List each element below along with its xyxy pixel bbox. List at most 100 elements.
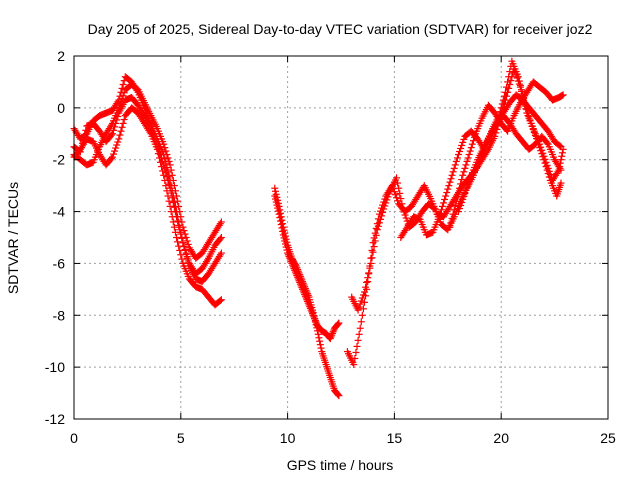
data-point-interp bbox=[171, 228, 179, 236]
data-point-interp bbox=[178, 218, 186, 226]
data-point bbox=[459, 171, 467, 179]
series-trace-5 bbox=[271, 184, 343, 400]
data-point-interp bbox=[351, 355, 359, 362]
data-point-interp bbox=[382, 199, 390, 207]
data-point-interp bbox=[163, 187, 171, 195]
data-point-interp bbox=[352, 348, 360, 356]
data-point-interp bbox=[304, 297, 312, 305]
data-point-interp bbox=[457, 180, 465, 188]
data-point-interp bbox=[311, 315, 319, 323]
data-point-interp bbox=[167, 189, 175, 197]
y-tick-label: -8 bbox=[53, 307, 66, 323]
data-point-interp bbox=[544, 170, 552, 178]
data-point-interp bbox=[276, 217, 284, 225]
data-point-interp bbox=[505, 73, 513, 81]
data-point-interp bbox=[356, 300, 364, 308]
data-point bbox=[448, 171, 456, 179]
data-point-interp bbox=[364, 274, 372, 282]
data-point-interp bbox=[296, 278, 304, 286]
data-point-interp bbox=[500, 92, 508, 100]
data-point-interp bbox=[372, 231, 380, 239]
data-point-interp bbox=[543, 139, 551, 147]
data-point-interp bbox=[182, 234, 190, 241]
data-point bbox=[153, 145, 161, 153]
data-point-interp bbox=[175, 242, 183, 250]
series-trace-4 bbox=[70, 104, 225, 309]
y-tick-label: -10 bbox=[45, 359, 65, 375]
data-point bbox=[166, 202, 174, 210]
data-point-interp bbox=[285, 253, 293, 261]
data-point-interp bbox=[154, 150, 162, 158]
data-point-interp bbox=[284, 251, 292, 259]
data-point-interp bbox=[307, 306, 315, 314]
data-point-interp bbox=[459, 195, 467, 203]
data-point bbox=[373, 226, 381, 234]
data-point-interp bbox=[558, 152, 566, 160]
data-point-interp bbox=[170, 203, 178, 211]
data-point-interp bbox=[314, 330, 322, 338]
data-point-interp bbox=[457, 144, 465, 152]
data-point bbox=[179, 239, 187, 247]
data-point-interp bbox=[120, 89, 128, 97]
data-point-interp bbox=[391, 191, 399, 199]
data-point-interp bbox=[155, 154, 163, 162]
data-point bbox=[380, 205, 388, 213]
data-point-interp bbox=[445, 182, 453, 190]
data-point-interp bbox=[299, 285, 307, 293]
data-point bbox=[557, 166, 565, 174]
data-point-interp bbox=[157, 158, 165, 166]
data-point bbox=[360, 288, 368, 296]
x-tick-label: 5 bbox=[177, 430, 185, 446]
data-point-interp bbox=[463, 183, 471, 191]
data-point bbox=[557, 143, 565, 151]
data-point-interp bbox=[163, 151, 171, 159]
data-point-interp bbox=[273, 201, 281, 209]
data-point-interp bbox=[462, 186, 470, 194]
data-point bbox=[350, 361, 358, 369]
data-point-interp bbox=[359, 305, 367, 313]
data-point-interp bbox=[183, 254, 191, 262]
data-point-interp bbox=[451, 161, 459, 169]
data-point-interp bbox=[180, 227, 188, 235]
series-trace-1 bbox=[70, 73, 225, 278]
data-point-interp bbox=[286, 254, 294, 262]
data-point-interp bbox=[456, 205, 464, 213]
data-point-interp bbox=[177, 230, 185, 238]
data-point-interp bbox=[297, 282, 305, 290]
data-point-interp bbox=[507, 77, 515, 85]
data-point bbox=[271, 184, 279, 192]
data-point-interp bbox=[542, 163, 550, 171]
data-point bbox=[166, 161, 174, 169]
y-axis-label: SDTVAR / TECUs bbox=[5, 182, 21, 294]
data-point-interp bbox=[458, 141, 466, 149]
data-point-interp bbox=[170, 182, 178, 190]
data-point bbox=[288, 259, 296, 267]
data-point-interp bbox=[176, 246, 184, 254]
data-point-interp bbox=[110, 150, 118, 158]
data-point-interp bbox=[175, 221, 183, 229]
data-point-interp bbox=[316, 337, 324, 345]
data-point-interp bbox=[165, 157, 173, 165]
data-point bbox=[217, 249, 225, 257]
data-point-interp bbox=[453, 193, 461, 201]
data-point bbox=[367, 259, 375, 267]
data-point-interp bbox=[161, 144, 169, 152]
data-point-interp bbox=[541, 159, 549, 167]
data-point bbox=[399, 205, 407, 213]
data-point-interp bbox=[291, 268, 299, 276]
data-point bbox=[108, 153, 116, 161]
data-point-interp bbox=[274, 207, 282, 215]
data-point-interp bbox=[536, 144, 544, 152]
data-point-interp bbox=[168, 194, 176, 202]
data-point-interp bbox=[274, 204, 282, 212]
data-point-interp bbox=[360, 298, 368, 306]
data-point-interp bbox=[174, 217, 182, 225]
data-point-interp bbox=[308, 308, 316, 316]
data-point-interp bbox=[283, 246, 291, 254]
data-point-interp bbox=[178, 234, 186, 242]
x-tick-label: 25 bbox=[600, 430, 616, 446]
data-point-interp bbox=[437, 206, 445, 214]
data-point bbox=[501, 88, 509, 96]
data-point-interp bbox=[113, 141, 121, 149]
data-point-interp bbox=[556, 164, 564, 172]
